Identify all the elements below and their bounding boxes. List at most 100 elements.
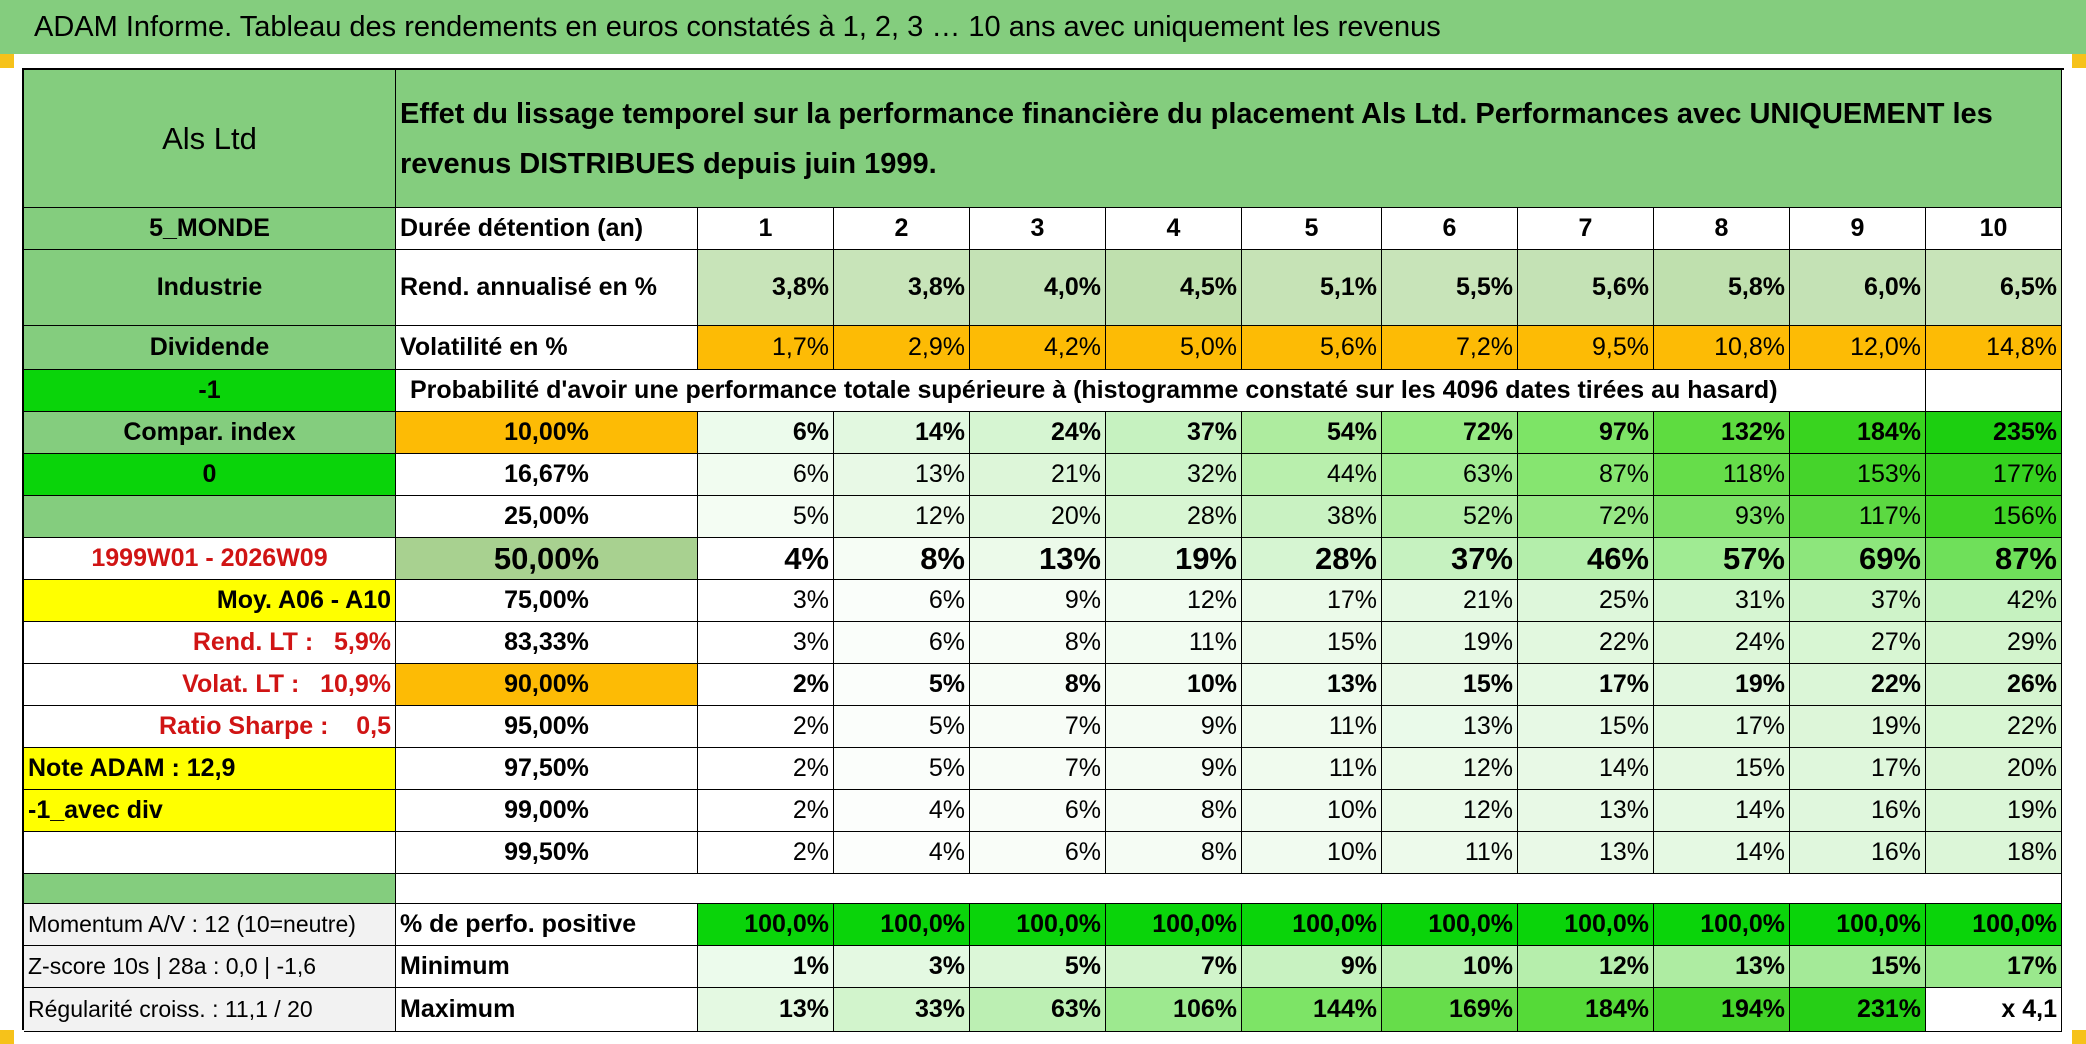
sharpe-ratio: Ratio Sharpe : 0,5 [24, 706, 396, 748]
quantile-label: 99,50% [396, 832, 698, 874]
quantile-value: 7% [970, 706, 1106, 748]
quantile-value: 4% [834, 832, 970, 874]
quantile-value: 63% [1382, 454, 1518, 496]
description: Effet du lissage temporel sur la perform… [396, 70, 2062, 208]
vol-value: 4,2% [970, 326, 1106, 370]
quantile-value: 87% [1926, 538, 2062, 580]
quantile-value: 184% [1790, 412, 1926, 454]
variant-label: -1_avec div [24, 790, 396, 832]
quantile-value: 117% [1790, 496, 1926, 538]
year-header: 7 [1518, 208, 1654, 250]
quantile-value: 13% [1382, 706, 1518, 748]
pos-label: % de perfo. positive [396, 904, 698, 946]
quantile-value: 37% [1790, 580, 1926, 622]
quantile-value: 37% [1106, 412, 1242, 454]
minimum-value: 13% [1654, 946, 1790, 988]
period-label: 1999W01 - 2026W09 [24, 538, 396, 580]
vol-value: 1,7% [698, 326, 834, 370]
quantile-value: 6% [698, 454, 834, 496]
quantile-value: 6% [698, 412, 834, 454]
quantile-value: 12% [1382, 748, 1518, 790]
moy-label: Moy. A06 - A10 [24, 580, 396, 622]
quantile-value: 72% [1382, 412, 1518, 454]
quantile-value: 8% [970, 622, 1106, 664]
rend-value: 3,8% [698, 250, 834, 326]
quantile-value: 54% [1242, 412, 1382, 454]
quantile-value: 11% [1382, 832, 1518, 874]
year-header: 3 [970, 208, 1106, 250]
quantile-value: 20% [970, 496, 1106, 538]
quantile-value: 10% [1242, 832, 1382, 874]
quantile-value: 21% [970, 454, 1106, 496]
quantile-value: 21% [1382, 580, 1518, 622]
year-header: 5 [1242, 208, 1382, 250]
maximum-value: 169% [1382, 988, 1518, 1032]
rend-lt: Rend. LT : 5,9% [24, 622, 396, 664]
quantile-value: 11% [1242, 706, 1382, 748]
maximum-value: 184% [1518, 988, 1654, 1032]
quantile-value: 13% [1518, 790, 1654, 832]
quantile-label: 95,00% [396, 706, 698, 748]
positive-value: 100,0% [1242, 904, 1382, 946]
quantile-value: 9% [1106, 748, 1242, 790]
rend-value: 6,5% [1926, 250, 2062, 326]
flag-minus-one: -1 [24, 370, 396, 412]
year-header: 9 [1790, 208, 1926, 250]
quantile-value: 12% [1382, 790, 1518, 832]
quantile-value: 13% [834, 454, 970, 496]
corner-marker [0, 1030, 14, 1044]
quantile-value: 22% [1926, 706, 2062, 748]
quantile-value: 17% [1790, 748, 1926, 790]
quantile-value: 14% [834, 412, 970, 454]
corner-marker [2072, 54, 2086, 68]
regularite-label: Régularité croiss. : 11,1 / 20 [24, 988, 396, 1032]
vol-value: 9,5% [1518, 326, 1654, 370]
momentum-label: Momentum A/V : 12 (10=neutre) [24, 904, 396, 946]
minimum-value: 1% [698, 946, 834, 988]
maximum-value: 231% [1790, 988, 1926, 1032]
quantile-value: 11% [1242, 748, 1382, 790]
rend-value: 4,0% [970, 250, 1106, 326]
quantile-value: 6% [970, 790, 1106, 832]
quantile-value: 8% [1106, 832, 1242, 874]
quantile-value: 42% [1926, 580, 2062, 622]
quantile-value: 29% [1926, 622, 2062, 664]
quantile-value: 52% [1382, 496, 1518, 538]
quantile-value: 2% [698, 664, 834, 706]
quantile-value: 177% [1926, 454, 2062, 496]
minimum-value: 7% [1106, 946, 1242, 988]
quantile-value: 14% [1654, 832, 1790, 874]
positive-value: 100,0% [1518, 904, 1654, 946]
quantile-value: 7% [970, 748, 1106, 790]
quantile-label: 16,67% [396, 454, 698, 496]
rend-value: 4,5% [1106, 250, 1242, 326]
corner-marker [2072, 1030, 2086, 1044]
report-title: ADAM Informe. Tableau des rendements en … [0, 0, 2086, 54]
quantile-label: 50,00% [396, 538, 698, 580]
quantile-value: 156% [1926, 496, 2062, 538]
quantile-value: 5% [834, 748, 970, 790]
quantile-value: 8% [1106, 790, 1242, 832]
quantile-value: 2% [698, 832, 834, 874]
maximum-value: 144% [1242, 988, 1382, 1032]
quantile-label: 90,00% [396, 664, 698, 706]
minimum-value: 15% [1790, 946, 1926, 988]
quantile-value: 24% [1654, 622, 1790, 664]
minimum-value: 9% [1242, 946, 1382, 988]
quantile-value: 24% [970, 412, 1106, 454]
quantile-value: 19% [1790, 706, 1926, 748]
rend-value: 5,1% [1242, 250, 1382, 326]
fund-name: Als Ltd [24, 70, 396, 208]
quantile-value: 3% [698, 580, 834, 622]
quantile-value: 9% [1106, 706, 1242, 748]
max-label: Maximum [396, 988, 698, 1032]
year-header: 6 [1382, 208, 1518, 250]
rend-value: 5,5% [1382, 250, 1518, 326]
quantile-value: 17% [1242, 580, 1382, 622]
flag-zero: 0 [24, 454, 396, 496]
maximum-value: 33% [834, 988, 970, 1032]
vol-value: 7,2% [1382, 326, 1518, 370]
quantile-value: 15% [1382, 664, 1518, 706]
rend-value: 5,6% [1518, 250, 1654, 326]
spacer-cell [24, 496, 396, 538]
